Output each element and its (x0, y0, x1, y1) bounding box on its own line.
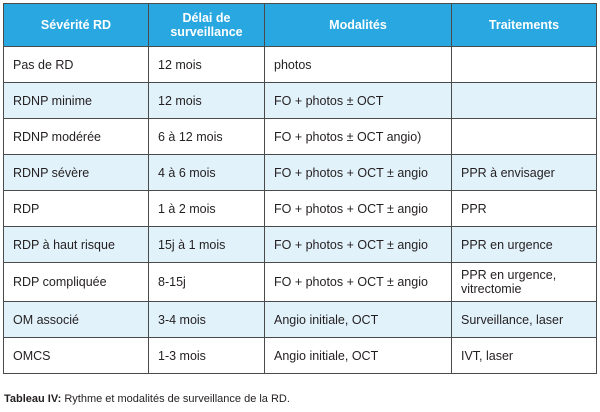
cell-traitements: PPR (451, 190, 597, 227)
cell-traitements (451, 118, 597, 155)
cell-traitements (451, 46, 597, 83)
cell-modalites: FO + photos + OCT ± angio (264, 262, 452, 302)
header-modalites: Modalités (264, 3, 452, 47)
cell-traitements (451, 82, 597, 119)
cell-delai: 1-3 mois (148, 337, 265, 374)
cell-modalites: photos (264, 46, 452, 83)
cell-delai: 12 mois (148, 82, 265, 119)
cell-severite: Pas de RD (3, 46, 149, 83)
cell-severite: OMCS (3, 337, 149, 374)
table-caption: Tableau IV: Rythme et modalités de surve… (4, 393, 290, 405)
cell-severite: RDP (3, 190, 149, 227)
surveillance-table: Sévérité RD Délai de surveillance Modali… (3, 3, 597, 374)
cell-delai: 8-15j (148, 262, 265, 302)
table-row: RDNP sévère 4 à 6 mois FO + photos + OCT… (3, 154, 597, 191)
caption-label: Tableau IV: (4, 393, 62, 405)
cell-modalites: FO + photos ± OCT (264, 82, 452, 119)
cell-delai: 15j à 1 mois (148, 226, 265, 263)
cell-delai: 12 mois (148, 46, 265, 83)
cell-modalites: FO + photos + OCT ± angio (264, 154, 452, 191)
cell-modalites: FO + photos + OCT ± angio (264, 190, 452, 227)
cell-delai: 3-4 mois (148, 301, 265, 338)
table-row: RDNP modérée 6 à 12 mois FO + photos ± O… (3, 118, 597, 155)
cell-delai: 6 à 12 mois (148, 118, 265, 155)
cell-traitements: PPR en urgence (451, 226, 597, 263)
table-row: RDNP minime 12 mois FO + photos ± OCT (3, 82, 597, 119)
cell-traitements: Surveillance, laser (451, 301, 597, 338)
cell-severite: RDNP modérée (3, 118, 149, 155)
cell-traitements: PPR à envisager (451, 154, 597, 191)
table-header-row: Sévérité RD Délai de surveillance Modali… (3, 3, 597, 47)
table-row: RDP 1 à 2 mois FO + photos + OCT ± angio… (3, 190, 597, 227)
header-severite: Sévérité RD (3, 3, 149, 47)
cell-modalites: Angio initiale, OCT (264, 301, 452, 338)
cell-traitements: PPR en urgence, vitrectomie (451, 262, 597, 302)
table-row: OM associé 3-4 mois Angio initiale, OCT … (3, 301, 597, 338)
header-traitements: Traitements (451, 3, 597, 47)
table-row: RDP compliquée 8-15j FO + photos + OCT ±… (3, 262, 597, 302)
cell-modalites: FO + photos + OCT ± angio (264, 226, 452, 263)
cell-delai: 1 à 2 mois (148, 190, 265, 227)
cell-modalites: FO + photos ± OCT angio) (264, 118, 452, 155)
table-row: OMCS 1-3 mois Angio initiale, OCT IVT, l… (3, 337, 597, 374)
table-row: Pas de RD 12 mois photos (3, 46, 597, 83)
cell-traitements: IVT, laser (451, 337, 597, 374)
table-row: RDP à haut risque 15j à 1 mois FO + phot… (3, 226, 597, 263)
cell-severite: RDNP sévère (3, 154, 149, 191)
cell-delai: 4 à 6 mois (148, 154, 265, 191)
caption-text: Rythme et modalités de surveillance de l… (61, 393, 290, 405)
cell-modalites: Angio initiale, OCT (264, 337, 452, 374)
cell-severite: RDP à haut risque (3, 226, 149, 263)
cell-severite: OM associé (3, 301, 149, 338)
cell-severite: RDNP minime (3, 82, 149, 119)
header-delai: Délai de surveillance (148, 3, 265, 47)
cell-severite: RDP compliquée (3, 262, 149, 302)
